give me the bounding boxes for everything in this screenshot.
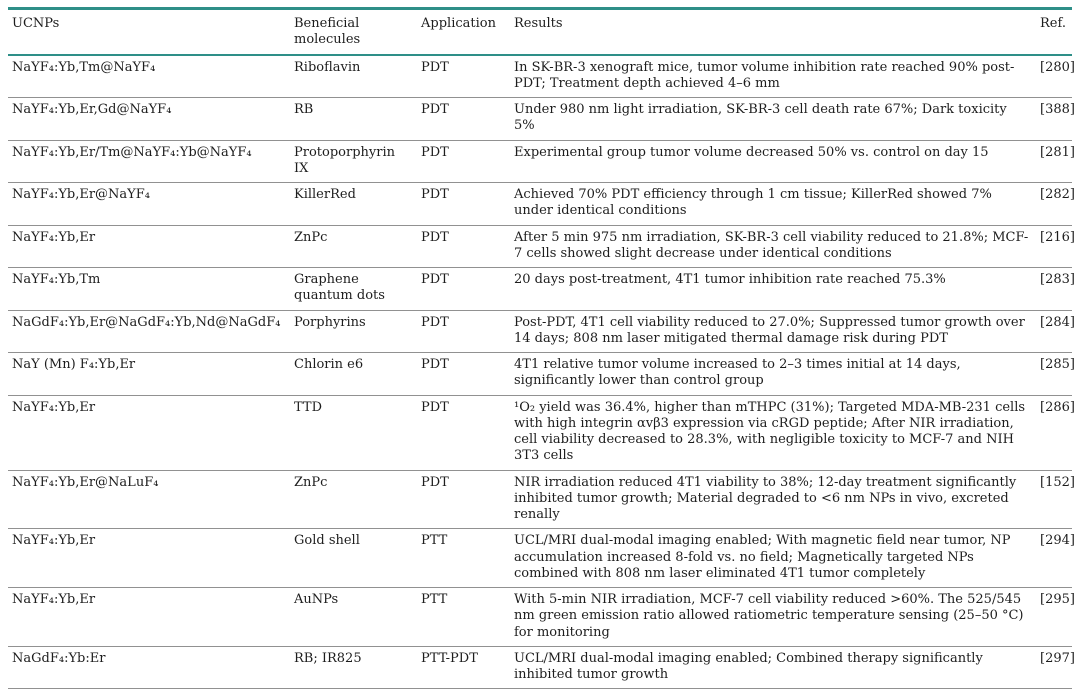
cell-ucnp: NaYF₄:Yb,Tm@NaYF₄ — [12, 59, 156, 75]
cell-ucnp: NaYF₄:Yb,Er — [12, 533, 96, 549]
cell-beneficial-molecule: Porphyrins — [294, 314, 366, 330]
cell-beneficial-molecule: KillerRed — [294, 187, 356, 202]
cell-results: NIR irradiation reduced 4T1 viability to… — [514, 474, 1017, 523]
cell-results: ¹O₂ yield was 36.4%, higher than mTHPC (… — [514, 399, 1026, 464]
cell-beneficial-molecule: AuNPs — [294, 592, 339, 607]
cell-ucnp: NaYF₄:Yb,Tm — [12, 272, 101, 287]
cell-application: PDT — [421, 314, 449, 330]
table-row: NaYF₄:Yb,Er,Gd@NaYF₄ RB PDT Under 980 nm… — [8, 97, 1075, 141]
cell-ucnp: NaGdF₄:Yb:Er — [12, 650, 106, 666]
table-row: NaYF₄:Yb,Er ZnPc PDT After 5 min 975 nm … — [8, 225, 1075, 268]
cell-ref: [388] — [1040, 102, 1075, 117]
cell-beneficial-molecule: ZnPc — [294, 474, 328, 490]
col-header-results: Results — [514, 16, 563, 31]
cell-application: PDT — [421, 102, 449, 117]
cell-results: Under 980 nm light irradiation, SK-BR-3 … — [514, 102, 1007, 134]
cell-application: PDT — [421, 187, 449, 202]
table-body: NaYF₄:Yb,Tm@NaYF₄ Riboflavin PDT In SK-B… — [8, 55, 1075, 694]
cell-ref: [297] — [1040, 650, 1075, 666]
cell-results: With 5-min NIR irradiation, MCF-7 cell v… — [514, 592, 1024, 640]
table-row: NaYF₄:Yb,Er AuNPs PTT With 5-min NIR irr… — [8, 587, 1075, 647]
cell-application: PDT — [421, 399, 449, 415]
cell-ref: [295] — [1040, 592, 1075, 607]
cell-application: PDT — [421, 474, 449, 490]
cell-ucnp: NaYF₄:Yb,Er,Gd@NaYF₄ — [12, 102, 172, 117]
cell-results: UCL/MRI dual-modal imaging enabled; With… — [514, 533, 1011, 581]
table-row: NaYF₄:Yb,Tm@NaYF₄ Riboflavin PDT In SK-B… — [8, 55, 1075, 98]
cell-application: PTT-PDT — [421, 650, 478, 666]
cell-ucnp: NaYF₄:Yb,Er/Tm@NaYF₄:Yb@NaYF₄ — [12, 144, 252, 160]
ucnp-therapy-table: UCNPs Beneficial molecules Application R… — [8, 7, 1075, 694]
cell-ucnp: NaYF₄:Yb,Er@NaYF₄ — [12, 187, 150, 202]
cell-ucnp: NaYF₄:Yb,Er — [12, 592, 96, 607]
col-header-beneficial-molecules: Beneficial molecules — [294, 16, 361, 48]
table-row: NaY (Mn) F₄:Yb,Er Chlorin e6 PDT 4T1 rel… — [8, 352, 1075, 396]
cell-beneficial-molecule: RB; IR825 — [294, 650, 362, 666]
cell-ref: [286] — [1040, 399, 1075, 415]
table-row: NaYF₄@NaYF₄:Yb,Er@NaYF₄:Yb,Nd@NaYF₄ RB; … — [8, 688, 1075, 694]
cell-ref: [152] — [1040, 474, 1075, 490]
cell-ref: [216] — [1040, 229, 1075, 245]
cell-beneficial-molecule: RB — [294, 102, 314, 117]
cell-beneficial-molecule: Graphene quantum dots — [294, 272, 385, 304]
cell-ref: [285] — [1040, 357, 1075, 372]
cell-results: Experimental group tumor volume decrease… — [514, 144, 989, 160]
cell-results: Combined therapy reduced the viability o… — [510, 689, 1036, 694]
cell-ucnp: NaYF₄:Yb,Er — [12, 229, 96, 245]
table-row: NaYF₄:Yb,Er/Tm@NaYF₄:Yb@NaYF₄ Protoporph… — [8, 140, 1075, 183]
header-row: UCNPs Beneficial molecules Application R… — [8, 9, 1072, 55]
cell-results: 20 days post-treatment, 4T1 tumor inhibi… — [514, 272, 946, 287]
col-header-ref: Ref. — [1040, 16, 1066, 31]
cell-ref: [282] — [1040, 187, 1075, 202]
cell-results: 4T1 relative tumor volume increased to 2… — [514, 357, 961, 389]
cell-ucnp: NaY (Mn) F₄:Yb,Er — [12, 357, 136, 372]
col-header-ucnps: UCNPs — [12, 16, 60, 31]
table-row: NaYF₄:Yb,Er TTD PDT ¹O₂ yield was 36.4%,… — [8, 395, 1075, 470]
table-row: NaGdF₄:Yb:Er RB; IR825 PTT-PDT UCL/MRI d… — [8, 646, 1075, 689]
cell-ref: [284] — [1040, 314, 1075, 330]
cell-beneficial-molecule: TTD — [294, 399, 323, 415]
cell-ucnp: NaYF₄:Yb,Er@NaLuF₄ — [12, 474, 159, 490]
cell-application: PDT — [421, 357, 449, 372]
cell-beneficial-molecule: RB; AuNPs — [290, 689, 417, 694]
cell-ref: [294] — [1040, 533, 1075, 549]
cell-beneficial-molecule: Riboflavin — [294, 59, 361, 75]
table-header: UCNPs Beneficial molecules Application R… — [8, 9, 1072, 55]
cell-application: PDT — [421, 272, 449, 287]
cell-beneficial-molecule: Gold shell — [294, 533, 360, 549]
cell-application: PDT — [421, 59, 449, 75]
cell-ucnp: NaYF₄:Yb,Er — [12, 399, 96, 415]
cell-application: PTT — [421, 592, 448, 607]
cell-beneficial-molecule: Chlorin e6 — [294, 357, 364, 372]
cell-application: PTT — [421, 533, 448, 549]
cell-ref: [281] — [1040, 144, 1075, 160]
table-row: NaYF₄:Yb,Er@NaYF₄ KillerRed PDT Achieved… — [8, 182, 1075, 226]
table-row: NaYF₄:Yb,Er Gold shell PTT UCL/MRI dual-… — [8, 528, 1075, 588]
cell-results: UCL/MRI dual-modal imaging enabled; Comb… — [514, 650, 983, 682]
table-row: NaYF₄:Yb,Tm Graphene quantum dots PDT 20… — [8, 267, 1075, 311]
table-row: NaGdF₄:Yb,Er@NaGdF₄:Yb,Nd@NaGdF₄ Porphyr… — [8, 310, 1075, 353]
cell-application: PDT — [421, 144, 449, 160]
cell-ucnp: NaYF₄@NaYF₄:Yb,Er@NaYF₄:Yb,Nd@NaYF₄ — [8, 689, 305, 694]
cell-results: In SK-BR-3 xenograft mice, tumor volume … — [514, 59, 1015, 91]
cell-results: After 5 min 975 nm irradiation, SK-BR-3 … — [514, 229, 1029, 261]
cell-ref: [280] — [1040, 59, 1075, 75]
cell-beneficial-molecule: ZnPc — [294, 229, 328, 245]
cell-application: PTT-PDT — [417, 689, 510, 694]
cell-ucnp: NaGdF₄:Yb,Er@NaGdF₄:Yb,Nd@NaGdF₄ — [12, 314, 281, 330]
cell-results: Post-PDT, 4T1 cell viability reduced to … — [514, 314, 1025, 346]
cell-application: PDT — [421, 229, 449, 245]
cell-beneficial-molecule: Protoporphyrin IX — [294, 144, 395, 176]
cell-results: Achieved 70% PDT efficiency through 1 cm… — [514, 187, 992, 219]
cell-ref: [298] — [1036, 689, 1075, 694]
table-row: NaYF₄:Yb,Er@NaLuF₄ ZnPc PDT NIR irradiat… — [8, 470, 1075, 529]
col-header-application: Application — [421, 16, 496, 31]
cell-ref: [283] — [1040, 272, 1075, 287]
